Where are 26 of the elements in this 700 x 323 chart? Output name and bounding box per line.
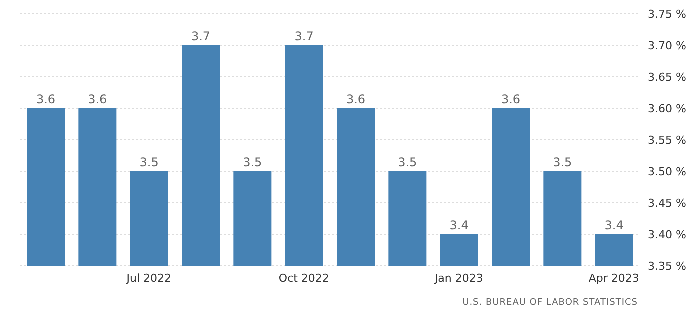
x-tick-label: Jan 2023 bbox=[434, 272, 484, 285]
data-label: 3.5 bbox=[140, 156, 159, 170]
data-label: 3.6 bbox=[36, 92, 56, 106]
y-tick-label: 3.70 % bbox=[648, 39, 686, 52]
y-tick-label: 3.35 % bbox=[648, 260, 686, 273]
y-tick-label: 3.45 % bbox=[648, 196, 686, 210]
data-label: 3.5 bbox=[398, 156, 418, 170]
data-label: 3.5 bbox=[553, 156, 572, 170]
y-tick-label: 3.55 % bbox=[648, 134, 686, 147]
data-label: 3.7 bbox=[294, 30, 314, 44]
data-label: 3.4 bbox=[604, 218, 624, 232]
y-tick-label: 3.60 % bbox=[648, 102, 686, 116]
x-tick-label: Oct 2022 bbox=[278, 272, 330, 285]
data-label: 3.6 bbox=[501, 92, 521, 106]
data-label: 3.7 bbox=[191, 30, 211, 44]
x-tick-label: Jul 2022 bbox=[126, 272, 172, 285]
y-tick-label: 3.40 % bbox=[648, 228, 686, 242]
x-tick-label: Apr 2023 bbox=[588, 272, 640, 285]
y-tick-label: 3.75 % bbox=[648, 8, 686, 21]
data-label: 3.6 bbox=[346, 92, 366, 106]
data-label: 3.5 bbox=[243, 156, 262, 170]
text: U.S. BUREAU OF LABOR STATISTICS bbox=[462, 298, 638, 308]
y-tick-label: 3.50 % bbox=[648, 165, 686, 178]
data-label: 3.6 bbox=[88, 92, 108, 106]
y-tick-label: 3.65 % bbox=[648, 70, 686, 84]
data-label: 3.4 bbox=[450, 218, 469, 232]
